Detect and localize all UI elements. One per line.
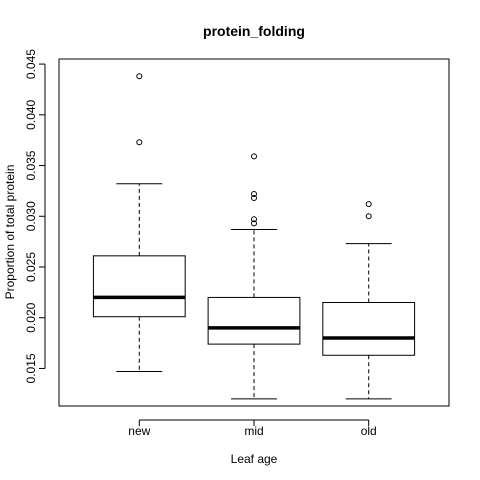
outlier-point xyxy=(136,73,143,80)
y-tick-label: 0.025 xyxy=(24,252,38,282)
y-tick-label: 0.045 xyxy=(24,49,38,79)
y-tick-label: 0.030 xyxy=(24,201,38,231)
x-tick-label-old: old xyxy=(361,424,377,438)
y-axis: 0.015 0.020 0.025 0.030 0.035 0.040 0.045 xyxy=(24,49,46,383)
iqr-box xyxy=(92,255,186,318)
x-axis-label: Leaf age xyxy=(231,452,278,466)
iqr-box xyxy=(322,302,416,356)
outlier-point xyxy=(251,195,257,202)
y-tick-label: 0.040 xyxy=(24,99,38,129)
box-old xyxy=(322,201,416,400)
outlier-point xyxy=(136,139,143,146)
outlier-point xyxy=(365,201,372,208)
chart-title: protein_folding xyxy=(203,23,305,39)
y-tick-label: 0.015 xyxy=(24,353,38,383)
box-new xyxy=(92,73,186,373)
plot-frame xyxy=(58,58,450,407)
outlier-point xyxy=(251,153,257,160)
y-tick-label: 0.020 xyxy=(24,302,38,332)
outlier-point xyxy=(251,216,257,223)
x-tick-label-new: new xyxy=(128,424,150,438)
x-axis: new mid old xyxy=(128,419,377,438)
x-tick-label-mid: mid xyxy=(244,424,263,438)
outlier-point xyxy=(251,190,257,197)
outlier-point xyxy=(251,220,257,227)
outlier-point xyxy=(365,213,372,220)
y-axis-label: Proportion of total protein xyxy=(3,165,17,300)
box-group xyxy=(92,73,416,400)
box-mid xyxy=(207,153,301,400)
iqr-box xyxy=(207,296,301,345)
y-tick-label: 0.035 xyxy=(24,150,38,180)
